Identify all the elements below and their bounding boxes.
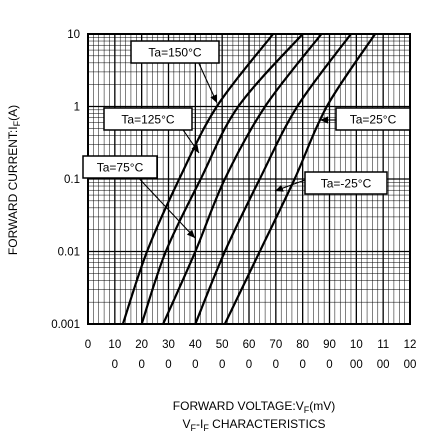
- x-axis-label-sub: F: [304, 405, 310, 415]
- plot-frame: [87, 33, 411, 325]
- annotation-arrowhead: [210, 94, 217, 103]
- annotation-label: Ta=150°C: [148, 46, 202, 60]
- x-tick-labels: 0 10 0 20 0 30 0 40 0 50 0 60 0 70 0 80 0 90 0 10 00 11 00 12 00: [85, 339, 417, 371]
- y-axis-label: FORWARD CURRENT:IF(A): [6, 105, 22, 255]
- x-tick-label-cont: 00: [350, 359, 363, 371]
- series-line: [140, 33, 304, 325]
- x-tick-label: 10: [350, 339, 363, 351]
- series-annotations: Ta=150°C Ta=125°C Ta=75°C Ta=25°C Ta=-25°C: [82, 40, 411, 239]
- x-tick-label: 30: [162, 339, 175, 351]
- annotation-arrowhead: [191, 144, 199, 153]
- annotation-box: [103, 107, 193, 131]
- x-tick-label-cont: 00: [404, 359, 417, 371]
- annotation-arrowhead: [320, 116, 328, 124]
- x-tick-label-cont: 0: [112, 359, 118, 371]
- title-part-v: V: [182, 417, 190, 431]
- x-tick-label: 50: [216, 339, 229, 351]
- annotation-box: [82, 155, 158, 179]
- x-tick-label-cont: 00: [377, 359, 390, 371]
- annotation-box: [304, 171, 388, 195]
- title-part-f2: F: [203, 423, 209, 433]
- x-tick-label-cont: 0: [165, 359, 171, 371]
- x-axis-label: FORWARD VOLTAGE:VF(mV): [173, 399, 335, 415]
- y-axis-label-unit: (A): [6, 105, 20, 121]
- x-axis-label-main: FORWARD VOLTAGE:V: [173, 399, 304, 413]
- x-axis-label-unit: (mV): [309, 399, 335, 413]
- x-tick-label: 11: [377, 339, 389, 351]
- annotation-arrowhead: [186, 229, 195, 238]
- x-tick-label: 10: [108, 339, 121, 351]
- x-tick-label: 90: [323, 339, 336, 351]
- x-tick-label-cont: 0: [192, 359, 198, 371]
- x-tick-label: 20: [135, 339, 148, 351]
- title-part-rest: CHARACTERISTICS: [209, 417, 326, 431]
- x-tick-label: 60: [243, 339, 256, 351]
- annotation-label: Ta=125°C: [121, 113, 175, 127]
- x-tick-label-cont: 0: [273, 359, 279, 371]
- annotation-box: [130, 40, 220, 64]
- annotation-label: Ta=75°C: [97, 161, 144, 175]
- series-line: [194, 33, 352, 325]
- chart-title: VF-IF CHARACTERISTICS: [182, 417, 325, 433]
- annotation-box: [335, 107, 411, 131]
- x-tick-label: 12: [404, 339, 417, 351]
- annotation-leader: [132, 171, 196, 239]
- curves: [121, 33, 377, 325]
- x-tick-label: 70: [269, 339, 282, 351]
- y-tick-labels: 10 1 0.1 0.01 0.001: [51, 29, 80, 331]
- x-tick-label: 40: [189, 339, 202, 351]
- x-tick-label: 0: [85, 339, 91, 351]
- title-part-f1: F: [190, 423, 196, 433]
- series-line: [162, 33, 323, 325]
- x-tick-label-cont: 0: [246, 359, 252, 371]
- series-line: [121, 33, 275, 325]
- series-line: [223, 33, 377, 325]
- annotation-label: Ta=25°C: [350, 113, 397, 127]
- x-tick-label-cont: 0: [299, 359, 305, 371]
- x-tick-label-cont: 0: [326, 359, 332, 371]
- y-tick-label: 0.1: [64, 174, 80, 186]
- x-tick-label-cont: 0: [138, 359, 144, 371]
- annotation-leader: [195, 56, 218, 104]
- y-tick-label: 1: [74, 102, 80, 114]
- y-axis-label-main: FORWARD CURRENT:I: [6, 126, 20, 255]
- annotation-arrowhead: [275, 184, 284, 192]
- annotation-label: Ta=-25°C: [321, 177, 372, 191]
- y-axis-label-sub: F: [12, 120, 22, 126]
- y-tick-label: 0.001: [51, 319, 80, 331]
- title-part-dash: -I: [196, 417, 203, 431]
- y-tick-label: 0.01: [58, 247, 80, 259]
- x-tick-label-cont: 0: [219, 359, 225, 371]
- y-tick-label: 10: [67, 29, 80, 41]
- x-tick-label: 80: [296, 339, 309, 351]
